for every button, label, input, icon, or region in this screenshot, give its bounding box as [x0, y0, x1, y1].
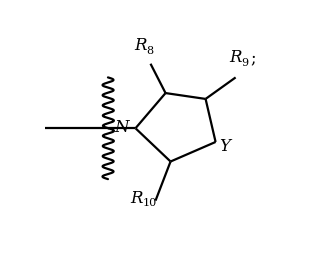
Text: R: R	[229, 49, 242, 66]
Text: 10: 10	[142, 198, 157, 209]
Text: N: N	[115, 119, 129, 136]
Text: 9: 9	[241, 58, 248, 68]
Text: R: R	[130, 189, 143, 207]
Text: ;: ;	[251, 50, 256, 67]
Text: R: R	[134, 37, 147, 54]
Text: 8: 8	[146, 46, 153, 56]
Text: Y: Y	[219, 138, 230, 155]
